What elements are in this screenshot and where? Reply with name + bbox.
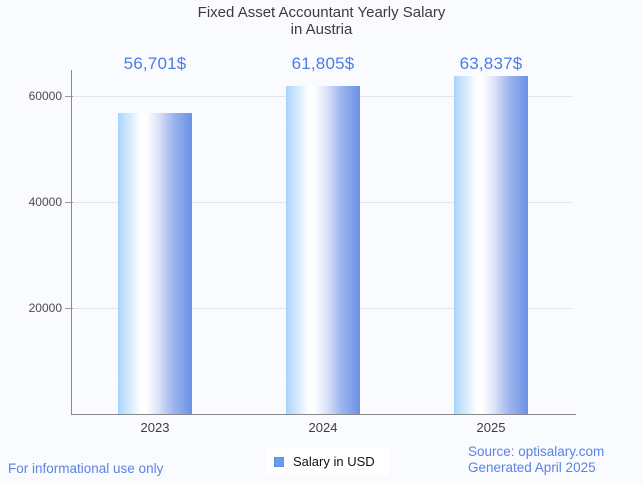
y-axis-tick [65,96,73,97]
x-axis-label: 2024 [308,420,338,435]
y-axis-label: 20000 [28,301,62,315]
legend: Salary in USD [265,448,389,475]
y-axis-label: 60000 [28,89,62,103]
source-text: Source: optisalary.com [468,444,605,459]
source-block: Source: optisalary.com Generated April 2… [468,444,604,475]
chart-title-line2: in Austria [290,21,353,38]
y-axis-tick [65,202,73,203]
x-axis-line [71,414,576,415]
y-axis-label: 40000 [28,195,62,209]
legend-label: Salary in USD [293,454,375,469]
bar-value-label: 63,837$ [459,54,523,73]
legend-swatch-icon [274,456,284,467]
y-axis-line [71,70,72,415]
x-axis-label: 2025 [476,420,506,435]
generated-text: Generated April 2025 [468,459,596,475]
disclaimer-text: For informational use only [8,461,164,476]
bar-2025[interactable] [454,75,528,414]
bar-2024[interactable] [286,86,360,414]
y-axis-tick [65,308,73,309]
bar-value-label: 56,701$ [123,54,187,73]
chart-title-line1: Fixed Asset Accountant Yearly Salary [197,4,446,21]
chart-title: Fixed Asset Accountant Yearly Salary in … [0,4,643,38]
x-axis-label: 2023 [140,420,170,435]
bar-2023[interactable] [118,113,192,414]
bar-value-label: 61,805$ [291,54,355,73]
